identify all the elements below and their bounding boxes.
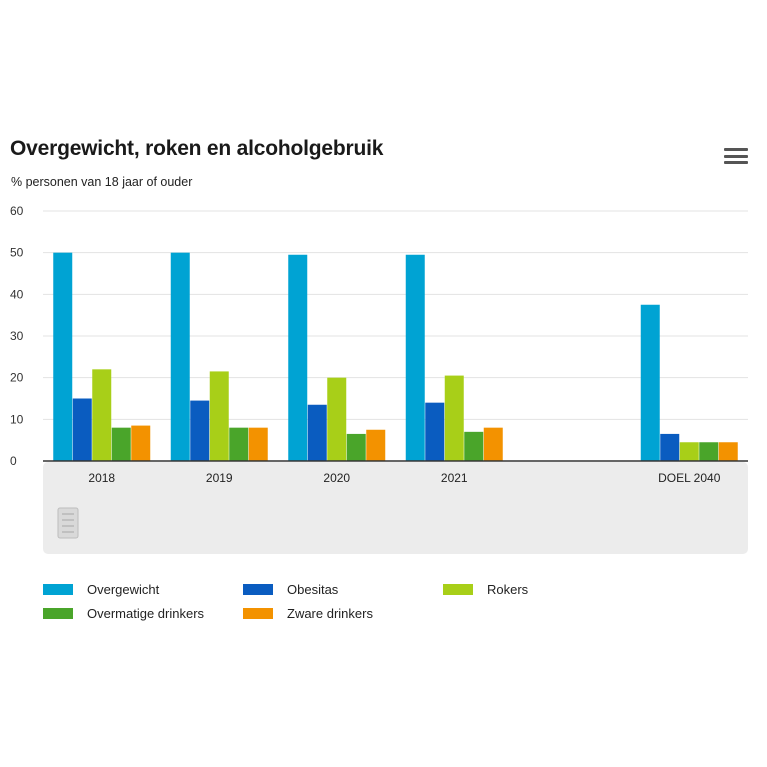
x-axis-labels: 2018 2019 2020 2021 DOEL 2040 (88, 471, 720, 485)
bar-rokers[interactable] (92, 369, 112, 461)
bar-overmatige-drinkers[interactable] (346, 433, 366, 461)
bar-overmatige-drinkers[interactable] (699, 442, 719, 461)
legend-item[interactable]: Obesitas (243, 582, 338, 597)
navigator-handle-icon[interactable] (57, 507, 79, 539)
y-tick-label: 0 (10, 454, 17, 468)
bar-overmatige-drinkers[interactable] (229, 427, 249, 461)
legend-swatch (243, 608, 273, 619)
y-tick-label: 30 (10, 329, 24, 343)
y-tick-label: 40 (10, 287, 24, 301)
legend-item[interactable]: Rokers (443, 582, 528, 597)
x-tick-label: 2021 (441, 471, 468, 485)
x-tick-label: 2020 (323, 471, 350, 485)
bar-overgewicht[interactable] (288, 254, 308, 461)
bar-zware-drinkers[interactable] (366, 429, 386, 461)
bar-overmatige-drinkers[interactable] (111, 427, 131, 461)
bar-rokers[interactable] (679, 442, 699, 461)
bar-zware-drinkers[interactable] (483, 427, 503, 461)
bar-obesitas[interactable] (190, 400, 210, 461)
bar-overmatige-drinkers[interactable] (464, 431, 484, 461)
legend-item[interactable]: Overgewicht (43, 582, 159, 597)
legend-swatch (43, 608, 73, 619)
bar-obesitas[interactable] (307, 404, 327, 461)
legend-label: Rokers (487, 582, 529, 597)
menu-bar (724, 161, 748, 164)
legend-label: Obesitas (287, 582, 339, 597)
menu-bar (724, 154, 748, 158)
legend: Overgewicht Obesitas Rokers Overmatige drin… (43, 582, 743, 632)
bar-overgewicht[interactable] (640, 304, 660, 461)
bar-overgewicht[interactable] (170, 252, 190, 461)
bar-overgewicht[interactable] (53, 252, 73, 461)
y-axis-labels: 0 10 20 30 40 50 60 (10, 204, 24, 468)
menu-bar (724, 148, 748, 151)
bar-overgewicht[interactable] (405, 254, 425, 461)
legend-label: Overgewicht (87, 582, 160, 597)
y-tick-label: 10 (10, 412, 24, 426)
grid-lines (43, 210, 748, 420)
x-tick-label: 2018 (88, 471, 115, 485)
chart-title: Overgewicht, roken en alcoholgebruik (10, 137, 384, 160)
bar-obesitas[interactable] (72, 398, 92, 462)
bar-obesitas[interactable] (425, 402, 445, 461)
y-tick-label: 20 (10, 371, 24, 385)
hamburger-menu-icon[interactable] (724, 148, 748, 170)
bar-rokers[interactable] (444, 375, 464, 461)
legend-label: Overmatige drinkers (87, 606, 205, 621)
legend-swatch (443, 584, 473, 595)
bar-obesitas[interactable] (660, 433, 680, 461)
legend-label: Zware drinkers (287, 606, 373, 621)
y-tick-label: 60 (10, 204, 24, 218)
y-tick-label: 50 (10, 246, 24, 260)
bar-rokers[interactable] (327, 377, 347, 461)
bar-zware-drinkers[interactable] (131, 425, 151, 461)
bars (53, 252, 738, 462)
legend-swatch (243, 584, 273, 595)
bar-zware-drinkers[interactable] (718, 442, 738, 461)
bar-zware-drinkers[interactable] (248, 427, 268, 461)
x-tick-label: 2019 (206, 471, 233, 485)
bar-rokers[interactable] (209, 371, 229, 461)
legend-swatch (43, 584, 73, 595)
chart-subtitle: % personen van 18 jaar of ouder (11, 175, 193, 189)
legend-item[interactable]: Overmatige drinkers (43, 606, 204, 621)
legend-item[interactable]: Zware drinkers (243, 606, 373, 621)
x-tick-label: DOEL 2040 (658, 471, 721, 485)
navigator-panel[interactable] (43, 462, 748, 554)
